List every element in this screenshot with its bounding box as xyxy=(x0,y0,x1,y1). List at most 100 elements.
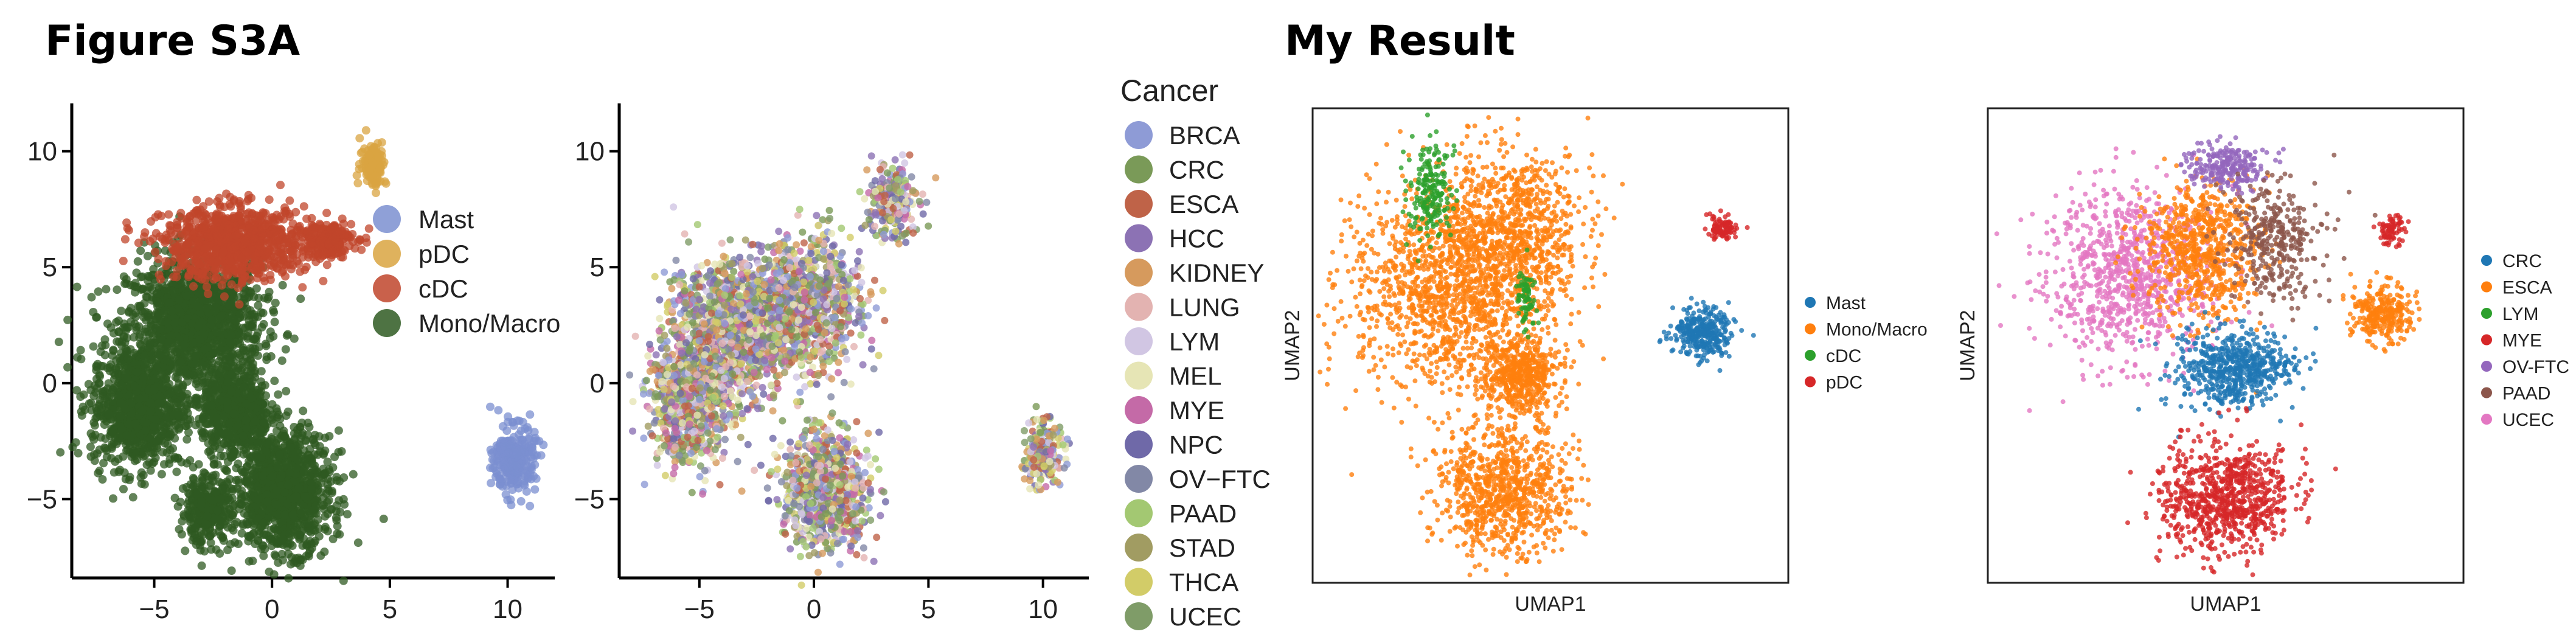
series-3-point xyxy=(100,420,109,429)
series-3-point xyxy=(131,282,140,291)
series-3-point xyxy=(160,306,169,315)
series-3-point xyxy=(103,319,112,329)
series-3-point xyxy=(144,276,153,285)
series-3-point xyxy=(122,431,131,440)
series-3-point xyxy=(162,283,171,292)
series-3-point xyxy=(219,500,228,509)
series-3-point xyxy=(282,331,291,340)
series-2-point xyxy=(154,270,164,279)
series-3-point xyxy=(241,371,250,380)
series-3-point xyxy=(300,492,310,501)
series-3-point xyxy=(90,381,99,390)
series-3-point xyxy=(203,304,211,313)
series-3-point xyxy=(123,354,133,363)
series-3-point xyxy=(170,493,179,503)
series-3-point xyxy=(254,536,263,545)
series-3-point xyxy=(152,437,161,446)
series-3-point xyxy=(201,520,210,529)
series-3-point xyxy=(299,465,308,474)
series-3-point xyxy=(264,293,273,302)
series-3-point xyxy=(293,525,302,534)
series-3-point xyxy=(353,538,363,548)
series-3-point xyxy=(280,431,290,440)
series-3-point xyxy=(174,411,183,420)
series-3-point xyxy=(139,353,148,361)
series-3-point xyxy=(209,460,218,469)
series-3-point xyxy=(133,437,142,447)
series-3-point xyxy=(97,341,106,350)
series-3-point xyxy=(227,566,236,576)
series-3-point xyxy=(127,452,136,461)
series-3-point xyxy=(236,331,245,340)
y-tick-label: 10 xyxy=(27,137,57,167)
series-3-point xyxy=(173,385,182,394)
series-3-point xyxy=(112,356,121,365)
series-3-point xyxy=(137,479,146,489)
series-3-point xyxy=(227,388,236,397)
series-3-point xyxy=(72,282,82,291)
series-3-point xyxy=(114,467,123,476)
series-3-point xyxy=(321,512,330,521)
series-3-point xyxy=(247,510,256,519)
series-3-point xyxy=(117,307,126,316)
series-3-point xyxy=(211,487,220,496)
series-3-point xyxy=(109,346,118,355)
series-3-point xyxy=(227,370,236,379)
series-3-point xyxy=(246,482,255,492)
series-3-point xyxy=(251,417,260,426)
series-3-point xyxy=(113,285,122,294)
series-3-point xyxy=(272,404,281,413)
series-3-point xyxy=(203,512,212,521)
series-2-point xyxy=(266,271,275,280)
series-3-point xyxy=(226,353,235,362)
series-3-point xyxy=(104,409,113,419)
series-3-point xyxy=(228,452,237,461)
series-3-point xyxy=(219,430,228,439)
series-3-point xyxy=(130,381,139,391)
series-3-point xyxy=(281,458,290,467)
series-3-point xyxy=(63,363,72,372)
series-3-point xyxy=(321,433,330,442)
series-3-point xyxy=(189,463,198,471)
series-3-point xyxy=(246,452,255,461)
series-3-point xyxy=(312,509,321,518)
series-3-point xyxy=(207,402,217,410)
series-3-point xyxy=(207,316,217,325)
series-3-point xyxy=(302,552,311,560)
series-3-point xyxy=(281,345,290,354)
series-3-point xyxy=(273,486,282,495)
series-3-point xyxy=(286,443,295,452)
series-3-point xyxy=(277,549,286,558)
series-3-point xyxy=(248,557,257,565)
series-1-point xyxy=(372,179,381,189)
series-2-point xyxy=(151,248,160,257)
series-3-point xyxy=(293,455,302,464)
series-3-point xyxy=(93,360,102,369)
series-2-point xyxy=(299,202,308,211)
series-3-point xyxy=(155,398,164,408)
series-3-point xyxy=(305,422,314,431)
series-3-point xyxy=(108,386,117,395)
series-3-point xyxy=(133,257,142,266)
series-3-point xyxy=(151,415,160,424)
series-3-point xyxy=(127,304,136,313)
series-3-point xyxy=(257,507,266,516)
series-3-point xyxy=(131,419,140,428)
series-3-point xyxy=(266,327,275,336)
series-3-point xyxy=(197,561,206,570)
series-3-point xyxy=(217,311,226,321)
series-3-point xyxy=(249,521,259,530)
series-3-point xyxy=(299,406,308,416)
series-3-point xyxy=(279,535,288,543)
series-3-point xyxy=(289,495,298,504)
series-3-point xyxy=(167,307,176,316)
x-tick-label: −5 xyxy=(139,594,169,624)
series-3-point xyxy=(237,493,246,502)
series-3-point xyxy=(151,374,161,383)
series-3-point xyxy=(266,526,276,535)
series-3-point xyxy=(238,343,248,352)
series-2-point xyxy=(227,280,236,289)
series-3-point xyxy=(225,322,234,331)
series-3-point xyxy=(273,500,281,509)
